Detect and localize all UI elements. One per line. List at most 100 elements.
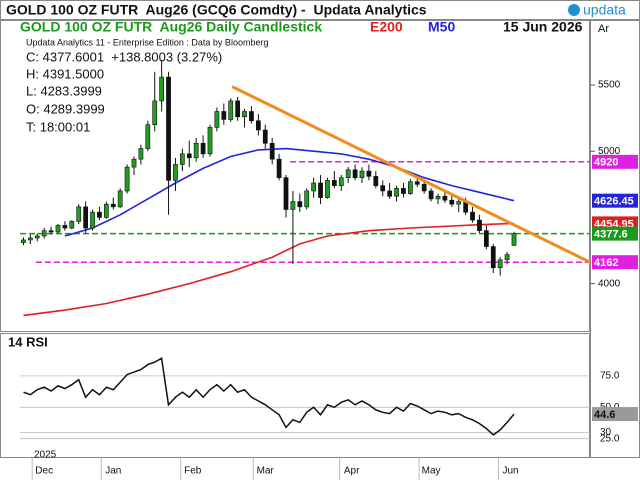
candle-body [456,201,462,205]
side-tab: Ar [598,23,609,35]
candle-body [97,211,102,218]
candle-body [159,76,165,102]
candle-body [311,182,317,192]
candle-body [470,211,475,221]
candle-body [83,206,89,229]
candle-body [483,230,489,247]
candle-body [428,190,434,200]
legend-entry: E200 [370,19,403,35]
x-tick-label: Apr [344,466,360,477]
candle-body [152,100,158,126]
candle-body [435,195,441,200]
candle-body [394,187,399,197]
candle-body [117,190,123,208]
candle-body [207,127,213,155]
candle-body [214,111,220,128]
candle-body [359,170,365,179]
candle-body [48,230,54,233]
candle-body [131,158,137,168]
candle-body [186,153,192,159]
candle-body [235,100,241,118]
candle-body [110,203,116,208]
level-value: 4162 [594,257,618,269]
x-tick-label: Dec [35,466,53,477]
candle-body [138,148,144,160]
candle-body [262,129,268,144]
x-tick-label: Mar [257,466,275,477]
x-tick-label: Jun [502,466,518,477]
candle-body [373,176,379,186]
info-open: O: 4289.3999 [26,101,105,116]
candle-body [76,206,82,222]
moving-average [23,222,515,317]
candle-body [90,211,95,229]
legend-entry: M50 [428,19,455,35]
y-tick-label: 4000 [598,278,621,289]
moving-average [64,147,515,237]
candle-body [283,177,289,210]
candle-body [55,225,61,233]
logo: updata [583,2,626,18]
x-tick-label: Feb [184,466,202,477]
candle-body [442,195,448,201]
candle-body [387,190,393,197]
rsi-line [23,357,515,436]
candle-body [290,201,296,210]
candle-body [366,170,372,177]
candle-body [228,100,234,120]
y-tick-label: 30 [600,427,612,438]
candle-body [21,239,26,243]
series-last-value-bg [592,193,638,208]
y-tick-label: 5500 [598,80,621,91]
candle-body [179,153,185,165]
candle-body [34,235,40,239]
y-tick-label: 25.0 [600,433,620,444]
x-tick-label: May [422,466,441,477]
candle-body [255,120,261,131]
series-last-value: 4626.45 [594,196,634,208]
candle-body [345,169,351,179]
candle-body [401,187,406,194]
candle-body [325,180,330,198]
candle-body [449,199,455,205]
candle-body [304,190,310,208]
candle-body [166,76,171,181]
year-label: 2025 [34,450,57,461]
level-value-bg [592,154,638,169]
x-tick-label: Jan [105,466,121,477]
chart-date: 15 Jun 2026 [503,19,583,35]
info-time: T: 18:00:01 [26,119,90,134]
candle-body [331,180,337,186]
rsi-title: 14 RSI [8,334,48,349]
level-value: 4920 [594,157,618,169]
candle-body [173,164,178,181]
candle-body [269,142,275,160]
candle-body [511,233,517,246]
candle-body [69,221,75,229]
candle-body [352,169,358,179]
window-title: GOLD 100 OZ FUTR Aug26 (GCQ6 Comdty) - U… [6,2,427,18]
level-value: 4377.6 [594,229,628,241]
trendline [231,85,591,264]
candle-body [193,142,199,159]
level-value-bg [592,255,638,270]
logo-icon [568,4,580,16]
candle-body [338,177,344,186]
candle-body [380,185,386,192]
candle-body [27,237,33,241]
candle-body [249,111,254,122]
rsi-last-value-bg [592,407,638,422]
level-value-bg [592,226,638,241]
candle-body [504,254,510,261]
candle-body [490,246,496,269]
candle-body [242,111,247,118]
rsi-last-value: 44.6 [594,409,615,421]
candle-body [124,166,130,192]
candle-body [477,219,482,231]
candle-body [200,142,206,155]
price-panel [0,20,590,332]
candle-body [318,182,323,198]
